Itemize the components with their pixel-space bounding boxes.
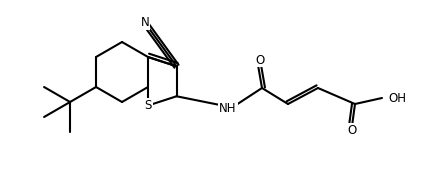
- Text: N: N: [140, 16, 149, 29]
- Text: NH: NH: [219, 102, 237, 115]
- Text: O: O: [255, 54, 265, 67]
- Text: S: S: [144, 99, 152, 112]
- Text: O: O: [347, 123, 357, 136]
- Text: OH: OH: [388, 91, 406, 104]
